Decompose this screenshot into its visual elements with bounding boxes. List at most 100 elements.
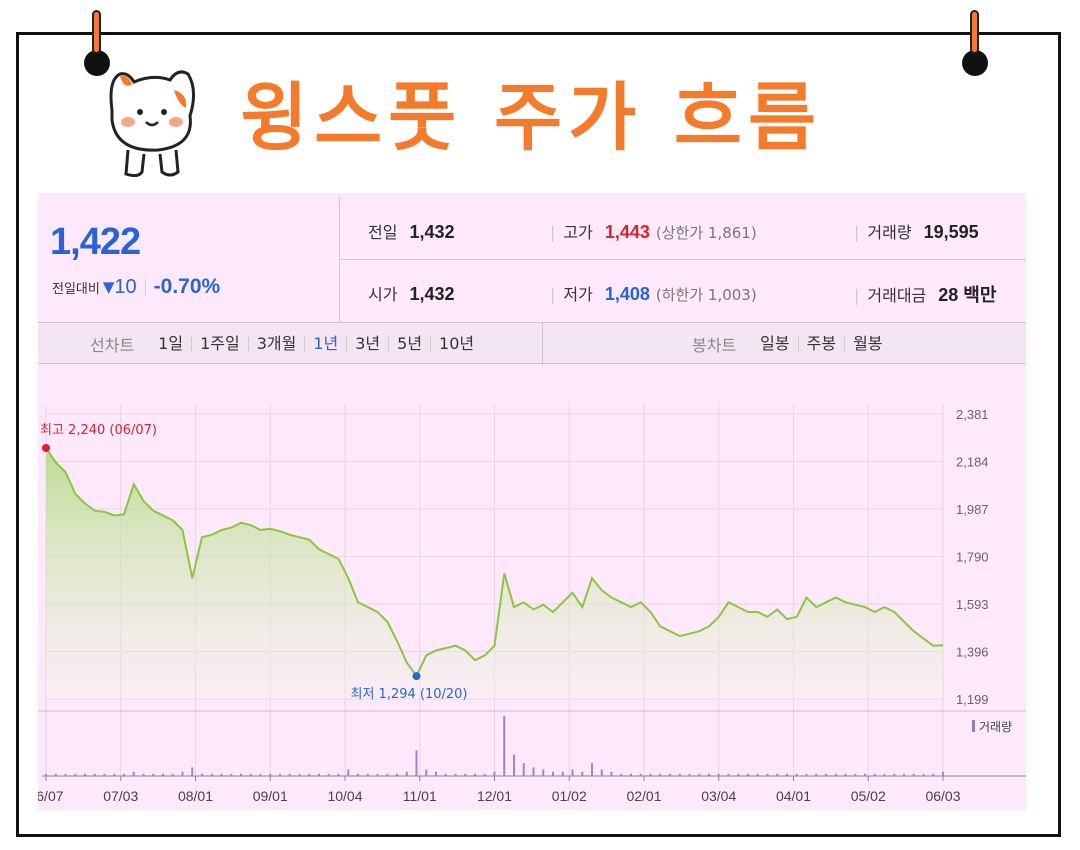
volume-bar (425, 769, 428, 776)
tab-5y[interactable]: 5년 (389, 336, 432, 352)
x-tick-label: 06/03 (925, 788, 960, 804)
volume-bar (288, 773, 291, 776)
change-row: 전일대비 ▼ 10 -0.70% (52, 275, 220, 299)
volume-bar (435, 771, 437, 776)
min-marker (412, 672, 421, 681)
x-tick-label: 11/01 (403, 788, 437, 804)
tab-1d[interactable]: 1일 (150, 336, 193, 352)
tab-daily[interactable]: 일봉 (752, 336, 799, 352)
volume-bar (834, 773, 837, 776)
volume-bar (396, 773, 398, 776)
volume-bar (717, 773, 720, 776)
volume-bar (152, 773, 155, 776)
down-triangle-icon: ▼ (102, 278, 115, 296)
change-label: 전일대비 (52, 281, 100, 297)
volume-bar (756, 773, 759, 776)
pin-right-icon (962, 50, 988, 76)
volume-bar (357, 773, 359, 776)
volume-bar (854, 773, 857, 776)
divider (340, 259, 1026, 260)
divider: | (854, 223, 860, 242)
price-box: 1,422 전일대비 ▼ 10 -0.70% (38, 197, 340, 322)
volume-bar (103, 773, 106, 776)
price-chart: 2,381 2,184 1,987 1,790 1,593 1,396 1,199 06/07… (38, 404, 1026, 804)
volume-bar (649, 773, 652, 776)
low-label: 저가 (563, 285, 593, 304)
pin-left-stick (92, 10, 101, 54)
tab-1w[interactable]: 1주일 (192, 336, 249, 352)
volume-bar (708, 773, 710, 776)
volume-bar (737, 773, 740, 776)
tab-monthly[interactable]: 월봉 (853, 334, 883, 353)
volume-bar (630, 773, 632, 776)
stock-panel: 1,422 전일대비 ▼ 10 -0.70% 전일 1,432 | 고가 1,4… (38, 193, 1026, 810)
prev-close-cell: 전일 1,432 (368, 219, 455, 243)
max-marker (42, 443, 50, 452)
volume-bar (464, 773, 467, 776)
high-cell: | 고가 1,443 (상한가 1,861) (550, 219, 757, 243)
divider: | (854, 286, 860, 305)
volume-bar (337, 773, 340, 776)
x-tick-label: 10/04 (327, 788, 362, 804)
candle-chart-tabs: 봉차트 일봉 주봉 월봉 (692, 323, 891, 365)
prev-close-label: 전일 (368, 223, 398, 242)
high-value: 1,443 (604, 222, 650, 242)
x-tick-label: 03/04 (701, 788, 736, 804)
line-chart-tabs: 선차트 1일 1주일 3개월 1년 3년 5년 10년 (90, 323, 482, 365)
volume-bar (493, 771, 496, 776)
y-tick-label: 2,184 (956, 455, 989, 470)
volume-bar (415, 750, 418, 776)
volume-bar (45, 773, 47, 776)
tab-10y[interactable]: 10년 (439, 334, 475, 353)
amount-label: 거래대금 (867, 286, 927, 305)
open-cell: 시가 1,432 (368, 281, 455, 305)
volume-bar (620, 773, 623, 776)
tab-3y[interactable]: 3년 (347, 336, 390, 352)
price-line (45, 447, 944, 679)
volume-bar (552, 771, 554, 776)
volume-bar (210, 773, 213, 776)
volume-bar (64, 773, 67, 776)
x-tick-label: 09/01 (253, 788, 288, 804)
upper-limit: (상한가 1,861) (655, 224, 757, 242)
y-tick-label: 1,199 (956, 692, 989, 707)
y-tick-label: 1,790 (956, 550, 989, 565)
volume-bar (600, 769, 603, 776)
line-chart-label: 선차트 (90, 336, 135, 355)
volume-bar (93, 773, 96, 776)
page-title: 윙스풋 주가 흐름 (240, 75, 823, 161)
tab-weekly[interactable]: 주봉 (799, 336, 846, 352)
x-tick-label: 04/01 (776, 788, 811, 804)
volume-label: 거래량 (867, 223, 912, 242)
volume-bar (84, 773, 86, 776)
current-price: 1,422 (50, 221, 141, 263)
volume-bar (561, 771, 564, 776)
tab-3m[interactable]: 3개월 (249, 336, 306, 352)
volume-bar (132, 771, 135, 776)
volume-bar (805, 773, 808, 776)
change-percent: -0.70% (153, 275, 221, 298)
volume-bar (318, 773, 320, 776)
volume-bar (181, 771, 184, 776)
volume-bar (171, 773, 174, 776)
volume-bar (347, 769, 350, 776)
y-tick-label: 2,381 (956, 407, 989, 422)
volume-bar (903, 773, 905, 776)
x-tick-label: 07/03 (103, 788, 138, 804)
volume-bar (249, 773, 252, 776)
volume-bar (698, 773, 701, 776)
volume-bar (922, 773, 925, 776)
amount-value: 28 백만 (938, 285, 997, 305)
volume-bar (659, 773, 662, 776)
high-label: 고가 (563, 223, 593, 242)
volume-bar (776, 773, 779, 776)
volume-bar (366, 773, 369, 776)
divider: | (550, 223, 556, 242)
volume-cell: | 거래량 19,595 (854, 219, 979, 243)
volume-bar (825, 773, 827, 776)
tab-1y[interactable]: 1년 (305, 336, 348, 352)
volume-bar (542, 769, 545, 776)
volume-bar (474, 773, 476, 776)
volume-bar (74, 773, 77, 776)
volume-bar (142, 773, 145, 776)
